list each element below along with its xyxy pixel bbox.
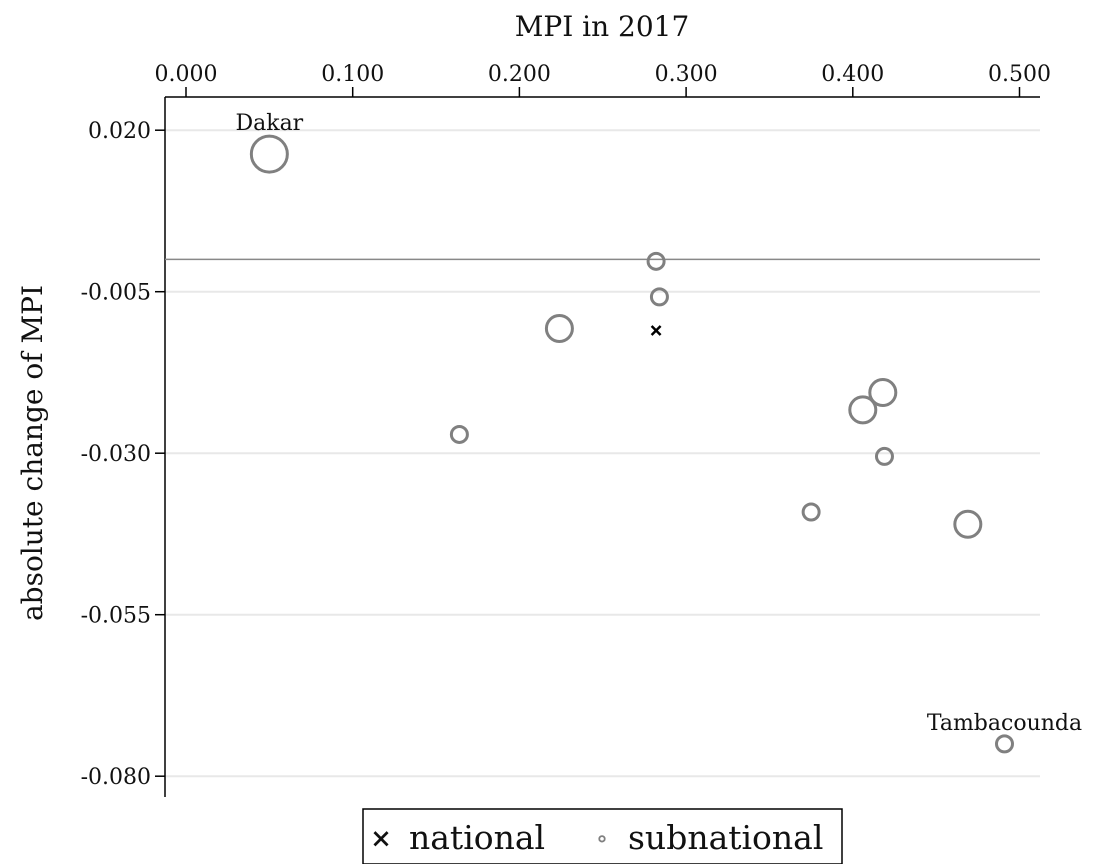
y-ticks: 0.020 -0.005 -0.030 -0.055 -0.080 [81,119,165,790]
x-axis-title: MPI in 2017 [515,10,690,43]
subnational-point [449,424,469,444]
x-ticks: 0.000 0.100 0.200 0.300 0.400 0.500 [155,62,1051,97]
legend-subnational-label: subnational [628,818,823,857]
national-point [650,325,662,336]
subnational-point [649,287,669,307]
subnational-point [249,134,289,174]
y-tick-label: -0.080 [81,765,151,790]
legend-subnational-marker: ∘ [596,824,609,854]
y-axis-title: absolute change of MPI [16,285,49,621]
subnational-point [868,377,898,407]
x-tick-label: 0.500 [988,62,1051,87]
points-layer [249,134,1014,754]
point-label: Tambacounda [927,711,1082,736]
y-tick-label: 0.020 [88,119,151,144]
legend-national-marker: × [370,824,392,854]
subnational-point [544,314,574,344]
y-tick-label: -0.055 [81,604,151,629]
subnational-point [848,395,878,425]
subnational-point [801,502,821,522]
x-tick-label: 0.300 [655,62,718,87]
grid-layer [165,129,1040,778]
legend: × national ∘ subnational [362,808,843,864]
x-tick-label: 0.000 [155,62,218,87]
subnational-point [874,446,894,466]
x-tick-label: 0.400 [821,62,884,87]
axes-layer [164,96,1040,797]
point-label: Dakar [235,111,303,136]
y-tick-label: -0.005 [81,281,151,306]
subnational-point [646,251,666,271]
y-tick-label: -0.030 [81,442,151,467]
x-tick-label: 0.200 [488,62,551,87]
point-labels: Dakar Tambacounda [235,111,1082,736]
legend-national-label: national [409,818,545,857]
x-tick-label: 0.100 [321,62,384,87]
legend-box [362,808,843,864]
subnational-point [994,734,1014,754]
subnational-point [953,509,983,539]
